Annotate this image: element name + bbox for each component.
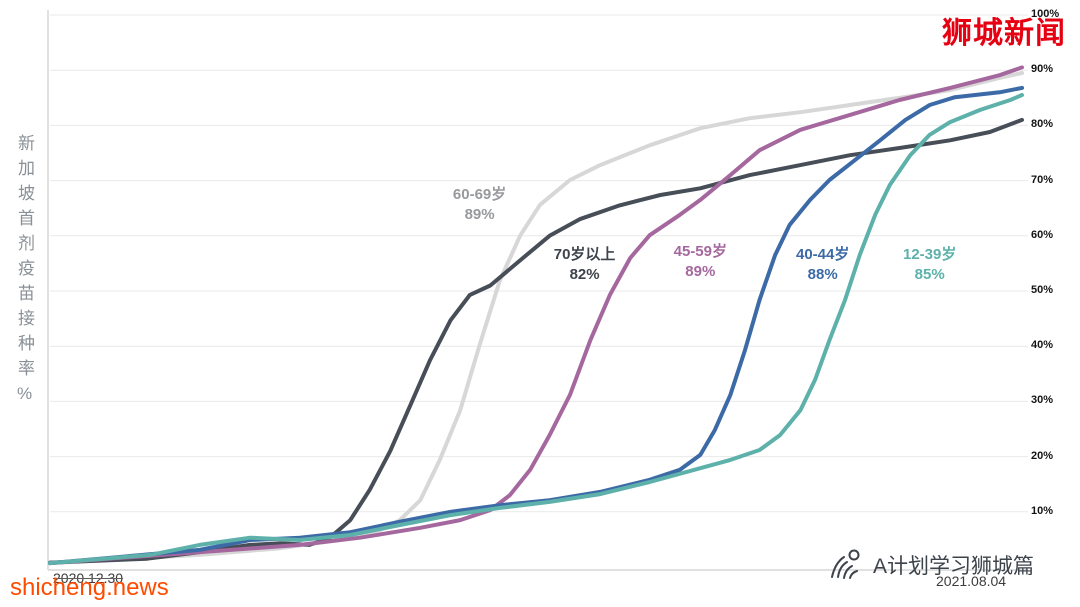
y-axis-title: 新加坡首剂疫苗接种率% <box>15 134 34 411</box>
series-line-45-59岁 <box>48 65 1024 566</box>
watermark-top-right: 狮城新闻 <box>942 17 1066 50</box>
brand-logo-icon <box>825 546 865 584</box>
series-line-60-69岁 <box>48 71 1024 566</box>
series-line-70岁以上 <box>48 117 1024 565</box>
x-axis-start-label: 2020.12.30 <box>53 570 124 586</box>
x-axis-end-label: 2021.08.04 <box>936 573 1007 589</box>
series-line-12-39岁 <box>48 93 1024 566</box>
brand-text: A计划学习狮城篇 <box>872 555 1034 578</box>
watermark-bottom-left: shicheng.news <box>10 574 169 601</box>
series-line-40-44岁 <box>48 85 1024 566</box>
watermark-bottom-right: A计划学习狮城篇 <box>825 546 1034 584</box>
